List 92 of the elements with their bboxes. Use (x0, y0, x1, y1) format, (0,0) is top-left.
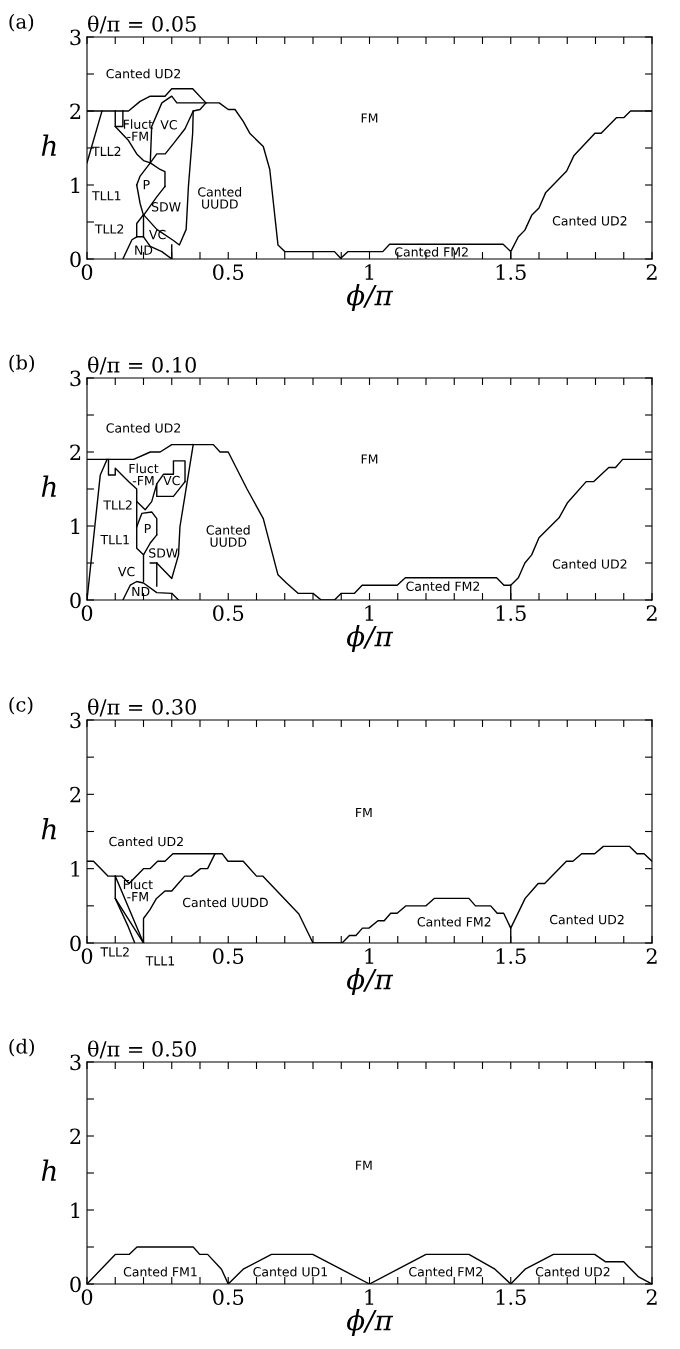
text: (a) (9, 13, 34, 32)
y-tick-label: 2 (70, 1128, 81, 1144)
x-tick-label: 0.5 (213, 948, 244, 964)
annotation: Canted FM2 (406, 581, 480, 591)
annotation: SDW (149, 548, 178, 558)
y-axis-title: h (41, 134, 56, 156)
x-tick-label: 0 (81, 948, 93, 964)
annotation: Canted UD2 (535, 1266, 610, 1277)
annotation: Canted UD2 (109, 836, 183, 847)
x-tick-label: 1.5 (496, 1289, 526, 1305)
annotation: Canted UD2 (549, 914, 624, 925)
chart-title: θ/π = 0.05 (88, 15, 196, 34)
annotation: Canted UUDD (198, 186, 242, 209)
x-axis-title: ϕ/π (346, 968, 394, 995)
annotation: ND (132, 587, 150, 597)
x-tick-label: 2 (646, 1289, 657, 1305)
annotation: Canted FM2 (409, 1266, 482, 1277)
annotation: Canted UD2 (552, 215, 627, 226)
annotation: FM (356, 1160, 372, 1170)
x-tick-label: 1.5 (496, 264, 526, 280)
y-tick-label: 1 (71, 1202, 80, 1218)
annotation: P (144, 523, 151, 534)
x-tick-label: 1.5 (496, 605, 526, 621)
y-tick-label: 3 (70, 29, 81, 46)
annotation: ND (135, 245, 153, 255)
annotation: FM (361, 454, 378, 464)
y-tick-label: 2 (70, 444, 81, 460)
annotation: Fluct -FM (129, 463, 159, 486)
y-tick-label: 0 (70, 592, 81, 609)
y-tick-label: 1 (71, 518, 80, 534)
annotation: TLL2 (103, 500, 132, 510)
annotation: VC (163, 475, 180, 486)
annotation: Canted UUDD (206, 525, 250, 547)
annotation: SDW (151, 202, 181, 212)
annotation: TLL2 (94, 224, 124, 234)
annotation: VC (160, 119, 177, 130)
y-tick-label: 2 (70, 786, 81, 803)
annotation: TLL2 (91, 146, 121, 156)
annotation: Canted UUDD (182, 897, 268, 908)
annotation: Canted UD2 (552, 559, 627, 569)
y-axis-title: h (41, 1159, 56, 1181)
annotation: VC (149, 229, 166, 240)
annotation: P (143, 180, 150, 190)
annotation: Fluct -FM (123, 119, 153, 141)
x-tick-label: 2 (646, 605, 657, 621)
y-tick-label: 0 (70, 251, 81, 268)
x-tick-label: 1 (365, 948, 374, 964)
annotation: Canted FM2 (417, 916, 491, 927)
annotation: FM (361, 113, 378, 123)
annotation: FM (356, 808, 372, 818)
x-axis-title: ϕ/π (346, 625, 394, 652)
y-tick-label: 2 (70, 103, 81, 119)
x-tick-label: 1 (365, 605, 374, 621)
x-tick-label: 0.5 (213, 1289, 244, 1305)
x-tick-label: 2 (646, 264, 657, 280)
y-tick-label: 1 (71, 861, 80, 877)
annotation: Canted FM1 (123, 1266, 197, 1277)
y-tick-label: 3 (70, 370, 81, 387)
x-axis-title: ϕ/π (346, 284, 394, 311)
x-tick-label: 0.5 (213, 605, 244, 621)
x-tick-label: 0 (81, 605, 93, 621)
annotation: Canted UD2 (106, 423, 181, 433)
annotation: TLL1 (100, 535, 129, 545)
annotation: Fluct -FM (123, 879, 153, 902)
y-tick-label: 0 (70, 935, 81, 952)
chart-title: θ/π = 0.30 (88, 698, 196, 717)
x-tick-label: 1 (365, 1289, 374, 1305)
x-tick-label: 2 (646, 948, 657, 964)
x-tick-label: 0 (81, 1289, 93, 1305)
annotation: VC (118, 566, 135, 577)
x-tick-label: 0 (81, 264, 93, 280)
text: (c) (9, 696, 33, 715)
y-tick-label: 0 (70, 1276, 81, 1293)
annotation: Canted UD1 (253, 1266, 328, 1277)
x-tick-label: 1.5 (496, 948, 526, 964)
annotation: Canted UD2 (106, 68, 181, 79)
annotation: TLL1 (91, 191, 121, 201)
y-tick-label: 1 (71, 177, 80, 193)
y-tick-label: 3 (70, 1054, 81, 1071)
y-axis-title: h (41, 818, 56, 840)
chart-title: θ/π = 0.10 (88, 356, 196, 375)
text: (b) (9, 354, 34, 373)
text: TLL1 (145, 956, 175, 966)
x-tick-label: 0.5 (213, 264, 244, 280)
x-axis-title: ϕ/π (346, 1309, 394, 1336)
text: TLL2 (100, 947, 129, 957)
chart-title: θ/π = 0.50 (88, 1040, 196, 1059)
y-axis-title: h (41, 475, 56, 497)
y-tick-label: 3 (70, 712, 81, 729)
x-tick-label: 1 (365, 264, 374, 280)
text: (d) (9, 1038, 34, 1057)
annotation: Canted FM2 (394, 246, 468, 257)
